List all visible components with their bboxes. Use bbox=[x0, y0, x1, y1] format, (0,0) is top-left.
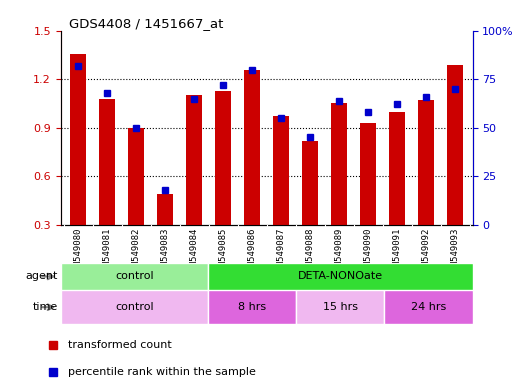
Bar bbox=[331, 103, 347, 225]
Text: GSM549093: GSM549093 bbox=[451, 228, 460, 276]
Text: 8 hrs: 8 hrs bbox=[238, 302, 266, 312]
Text: 24 hrs: 24 hrs bbox=[411, 302, 446, 312]
Text: GSM549084: GSM549084 bbox=[190, 228, 199, 276]
Text: agent: agent bbox=[26, 271, 58, 281]
Text: GDS4408 / 1451667_at: GDS4408 / 1451667_at bbox=[69, 17, 223, 30]
Bar bbox=[302, 141, 318, 225]
Bar bbox=[208, 263, 473, 290]
Bar bbox=[384, 290, 473, 324]
Text: GSM549083: GSM549083 bbox=[161, 228, 169, 276]
Bar bbox=[389, 111, 405, 225]
Bar bbox=[208, 290, 296, 324]
Text: GSM549081: GSM549081 bbox=[102, 228, 111, 276]
Text: GSM549088: GSM549088 bbox=[306, 228, 315, 276]
Text: 15 hrs: 15 hrs bbox=[323, 302, 357, 312]
Bar bbox=[99, 99, 115, 225]
Text: GSM549090: GSM549090 bbox=[364, 228, 373, 276]
Bar bbox=[447, 65, 463, 225]
Text: time: time bbox=[33, 302, 58, 312]
Bar bbox=[61, 290, 208, 324]
Text: GSM549080: GSM549080 bbox=[73, 228, 82, 276]
Text: transformed count: transformed count bbox=[69, 340, 172, 350]
Bar bbox=[157, 194, 173, 225]
Bar bbox=[360, 123, 376, 225]
Text: GSM549085: GSM549085 bbox=[219, 228, 228, 276]
Text: percentile rank within the sample: percentile rank within the sample bbox=[69, 367, 256, 377]
Text: control: control bbox=[115, 302, 154, 312]
Bar bbox=[296, 290, 384, 324]
Text: GSM549091: GSM549091 bbox=[393, 228, 402, 276]
Bar bbox=[70, 54, 86, 225]
Text: GSM549086: GSM549086 bbox=[248, 228, 257, 276]
Bar bbox=[273, 116, 289, 225]
Text: GSM549089: GSM549089 bbox=[335, 228, 344, 276]
Text: DETA-NONOate: DETA-NONOate bbox=[298, 271, 383, 281]
Bar bbox=[186, 95, 202, 225]
Bar bbox=[244, 70, 260, 225]
Bar bbox=[418, 100, 434, 225]
Text: GSM549092: GSM549092 bbox=[422, 228, 431, 276]
Text: control: control bbox=[115, 271, 154, 281]
Bar bbox=[128, 127, 144, 225]
Bar bbox=[215, 91, 231, 225]
Text: GSM549087: GSM549087 bbox=[277, 228, 286, 276]
Text: GSM549082: GSM549082 bbox=[131, 228, 140, 276]
Bar bbox=[61, 263, 208, 290]
